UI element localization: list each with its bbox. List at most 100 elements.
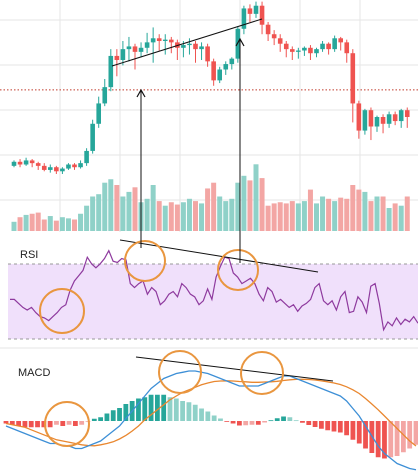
candle-body	[356, 103, 362, 131]
rsi-trend-line	[119, 239, 319, 273]
candle-body	[114, 55, 120, 60]
rsi-circle-high-2	[217, 249, 259, 291]
macd-histogram-bar	[41, 421, 47, 428]
divergence-arrows	[136, 37, 245, 263]
macd-histogram-bar	[9, 421, 15, 425]
volume-bar	[59, 217, 65, 231]
volume-bar	[47, 216, 53, 231]
volume-bar	[320, 196, 326, 231]
candle-body	[223, 64, 229, 70]
macd-histogram-bar	[262, 421, 268, 423]
macd-histogram-bar	[142, 397, 148, 421]
candle-body	[320, 43, 325, 50]
macd-histogram-bar	[350, 421, 356, 440]
volume-bar	[78, 213, 84, 231]
candle-body	[302, 47, 307, 51]
macd-histogram-bar	[22, 421, 28, 428]
candle-body	[35, 163, 41, 166]
candle-body	[380, 117, 386, 124]
candle-body	[332, 38, 337, 50]
macd-annotations	[44, 350, 334, 447]
macd-histogram-bar	[66, 421, 72, 425]
macd-histogram-bar	[255, 421, 261, 425]
macd-histogram	[3, 394, 418, 459]
volume-bar	[162, 205, 168, 231]
macd-histogram-bar	[161, 394, 167, 421]
macd-histogram-bar	[167, 397, 173, 421]
candle-body	[205, 46, 210, 62]
candle-body	[66, 164, 71, 169]
macd-histogram-bar	[274, 418, 280, 421]
macd-histogram-bar	[268, 420, 274, 422]
candle-body	[290, 49, 295, 52]
volume-bar	[65, 218, 71, 231]
macd-histogram-bar	[318, 421, 324, 429]
candle-body	[241, 8, 247, 29]
macd-histogram-bar	[60, 421, 66, 426]
volume-bar	[120, 196, 126, 231]
candle-body	[338, 38, 343, 43]
macd-histogram-bar	[224, 421, 230, 422]
candle-body	[314, 49, 319, 54]
macd-circle-low	[44, 401, 90, 447]
candle-body	[187, 43, 192, 46]
volume-bar	[205, 188, 211, 231]
macd-histogram-bar	[293, 420, 299, 422]
volume-bar	[72, 219, 77, 231]
volume-bar	[404, 196, 410, 231]
macd-histogram-bar	[400, 421, 406, 453]
volume-bar	[168, 202, 174, 231]
macd-histogram-bar	[91, 418, 97, 421]
rsi-title: RSI	[20, 249, 38, 261]
macd-line	[5, 370, 417, 471]
volume-bar	[344, 198, 350, 231]
volume-bar	[223, 201, 229, 231]
macd-histogram-bar	[123, 404, 129, 421]
volume-bar	[386, 208, 392, 231]
macd-histogram-bar	[249, 421, 255, 425]
macd-histogram-bar	[54, 421, 59, 425]
volume-bar	[84, 205, 90, 231]
volume-bar	[380, 196, 386, 231]
volume-bar	[126, 191, 132, 231]
candle-body	[386, 114, 392, 124]
candle-body	[72, 164, 77, 168]
macd-histogram-bar	[243, 421, 249, 426]
macd-histogram-bar	[382, 421, 387, 459]
volume-bar	[235, 182, 241, 231]
candle-body	[162, 39, 168, 41]
volume-bar	[289, 201, 295, 231]
candle-body	[132, 46, 138, 52]
candle-body	[78, 163, 83, 168]
candle-body	[259, 5, 265, 25]
volume-bar	[186, 198, 192, 231]
candle-body	[404, 110, 410, 117]
macd-histogram-bar	[180, 401, 186, 421]
macd-histogram-bar	[363, 421, 368, 449]
candle-body	[350, 53, 356, 104]
macd-histogram-bar	[331, 421, 337, 432]
macd-histogram-bar	[236, 421, 242, 426]
rsi-circle-high-1	[124, 240, 166, 282]
macd-histogram-bar	[28, 421, 34, 428]
volume-bar	[332, 201, 338, 231]
candle-body	[11, 161, 17, 166]
volume-bar	[307, 189, 313, 231]
volume-bar	[114, 185, 120, 231]
price-trend-line	[111, 18, 263, 67]
candle-body	[344, 42, 350, 54]
candle-body	[326, 43, 331, 50]
macd-histogram-bar	[136, 398, 141, 421]
candle-body	[29, 160, 35, 164]
macd-histogram-bar	[407, 421, 413, 449]
macd-signal-line	[5, 378, 417, 447]
volume-bar	[108, 179, 114, 231]
candle-body	[17, 161, 23, 165]
macd-histogram-bar	[218, 418, 223, 421]
rsi-circle-low	[39, 288, 85, 334]
volume-bar	[23, 214, 29, 231]
macd-histogram-bar	[16, 421, 22, 426]
macd-histogram-bar	[306, 421, 312, 425]
